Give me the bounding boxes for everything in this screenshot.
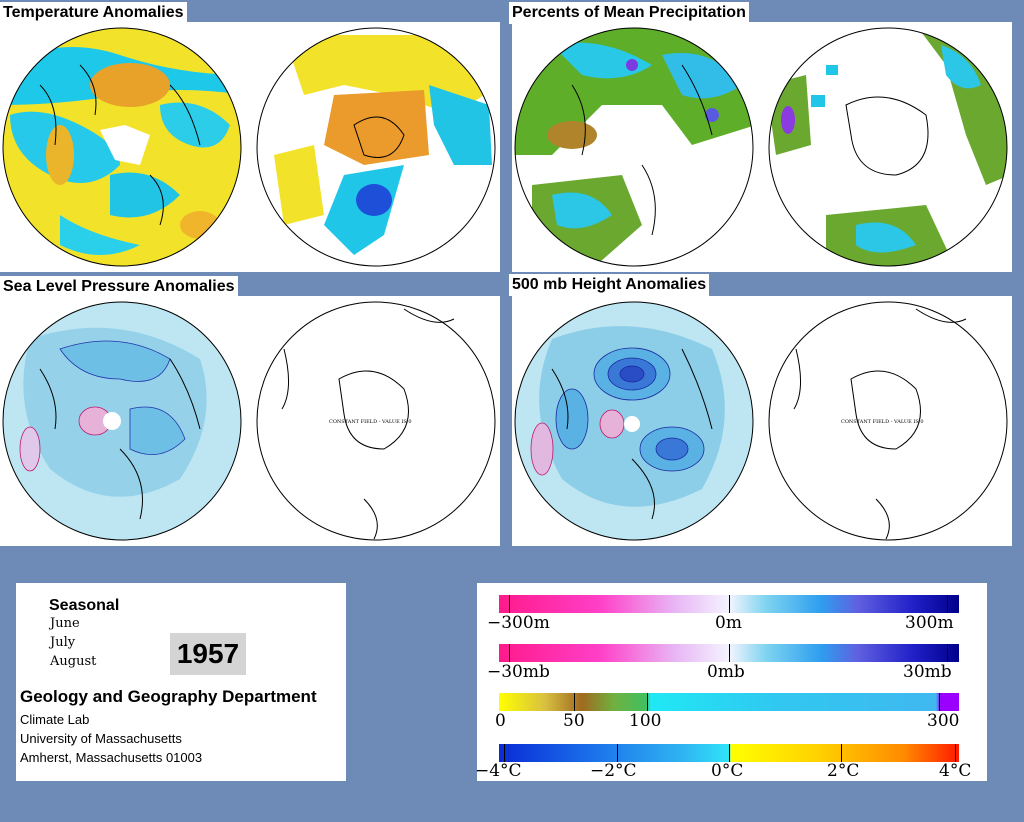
- department-name: Geology and Geography Department: [20, 687, 317, 706]
- height500-constant-field-text: CONSTANT FIELD - VALUE IS 0: [841, 419, 924, 425]
- precip-label-100: 100: [629, 711, 662, 731]
- slp-globe-west: [2, 301, 242, 541]
- pressure-color-bar: [499, 644, 959, 662]
- month-july: July: [50, 635, 76, 650]
- height500-globe-west: [514, 301, 754, 541]
- precip-color-bar: [499, 693, 959, 711]
- precip-label-50: 50: [563, 711, 585, 731]
- height500-panel: CONSTANT FIELD - VALUE IS 0: [512, 296, 1012, 546]
- slp-constant-field-text: CONSTANT FIELD - VALUE IS 0: [329, 419, 412, 425]
- pressure-label-max: 30mb: [903, 662, 952, 682]
- temp-color-bar: [499, 744, 959, 762]
- height-color-bar: [499, 595, 959, 613]
- temp-label-0: 0°C: [711, 761, 744, 781]
- temperature-title: Temperature Anomalies: [0, 2, 187, 24]
- pressure-label-min: −30mb: [487, 662, 550, 682]
- temp-label-2: 2°C: [827, 761, 860, 781]
- pressure-label-mid: 0mb: [707, 662, 745, 682]
- precipitation-panel: [512, 22, 1012, 272]
- precipitation-globe-west: [514, 27, 754, 267]
- precip-label-0: 0: [495, 711, 506, 731]
- temperature-panel: [0, 22, 500, 272]
- slp-title: Sea Level Pressure Anomalies: [0, 276, 238, 298]
- height-label-min: −300m: [487, 613, 550, 633]
- month-august: August: [50, 654, 97, 669]
- temp-label-minus2: −2°C: [590, 761, 637, 781]
- info-box: Seasonal June July August 1957 Geology a…: [16, 583, 346, 781]
- season-label: Seasonal: [49, 597, 120, 614]
- height-label-max: 300m: [905, 613, 954, 633]
- temperature-globe-west: [2, 27, 242, 267]
- year-badge: 1957: [170, 633, 246, 675]
- height-label-mid: 0m: [715, 613, 742, 633]
- temp-label-minus4: −4°C: [475, 761, 522, 781]
- address-line-1: Climate Lab: [20, 712, 90, 727]
- color-legend: −300m 0m 300m −30mb 0mb 30mb 0 50 100 30…: [475, 583, 987, 781]
- temp-label-4: 4°C: [939, 761, 972, 781]
- slp-panel: CONSTANT FIELD - VALUE IS 0: [0, 296, 500, 546]
- month-june: June: [50, 616, 80, 631]
- height500-globe-east: CONSTANT FIELD - VALUE IS 0: [768, 301, 1008, 541]
- address-line-2: University of Massachusetts: [20, 731, 182, 746]
- temperature-globe-east: [256, 27, 496, 267]
- precipitation-globe-east: [768, 27, 1008, 267]
- slp-globe-east: CONSTANT FIELD - VALUE IS 0: [256, 301, 496, 541]
- precip-label-300: 300: [927, 711, 960, 731]
- address-line-3: Amherst, Massachusetts 01003: [20, 750, 203, 765]
- height500-title: 500 mb Height Anomalies: [509, 274, 710, 296]
- precipitation-title: Percents of Mean Precipitation: [509, 2, 749, 24]
